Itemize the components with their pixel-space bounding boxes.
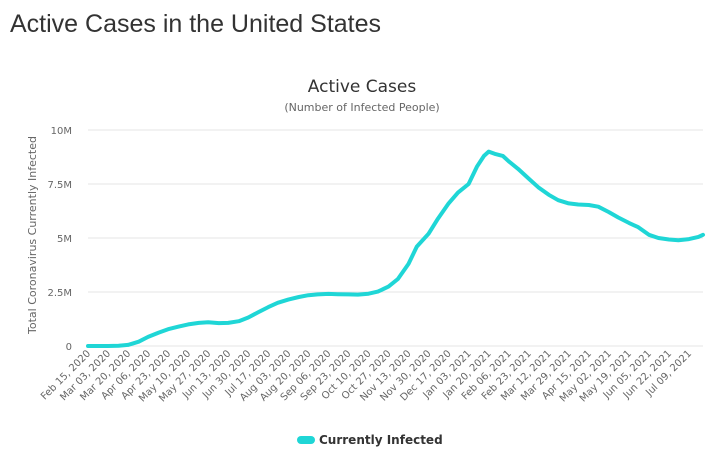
page-header: Active Cases in the United States [10,10,382,38]
chart-title: Active Cases [308,77,417,97]
y-axis-ticks: 0 2.5M 5M 7.5M 10M [47,126,72,353]
legend[interactable]: Currently Infected [297,433,443,447]
y-tick-label: 0 [66,342,72,353]
legend-item-currently-infected[interactable]: Currently Infected [319,433,443,447]
y-tick-label: 2.5M [47,288,72,299]
y-tick-label: 5M [57,234,72,245]
legend-symbol [297,436,315,444]
y-tick-label: 10M [51,126,72,137]
series-layer [86,149,705,348]
y-tick-label: 7.5M [47,180,72,191]
y-axis-label: Total Coronavirus Currently Infected [26,136,39,335]
series-line-currently-infected[interactable] [86,149,705,348]
chart-subtitle: (Number of Infected People) [284,101,439,114]
gridlines [88,129,703,347]
